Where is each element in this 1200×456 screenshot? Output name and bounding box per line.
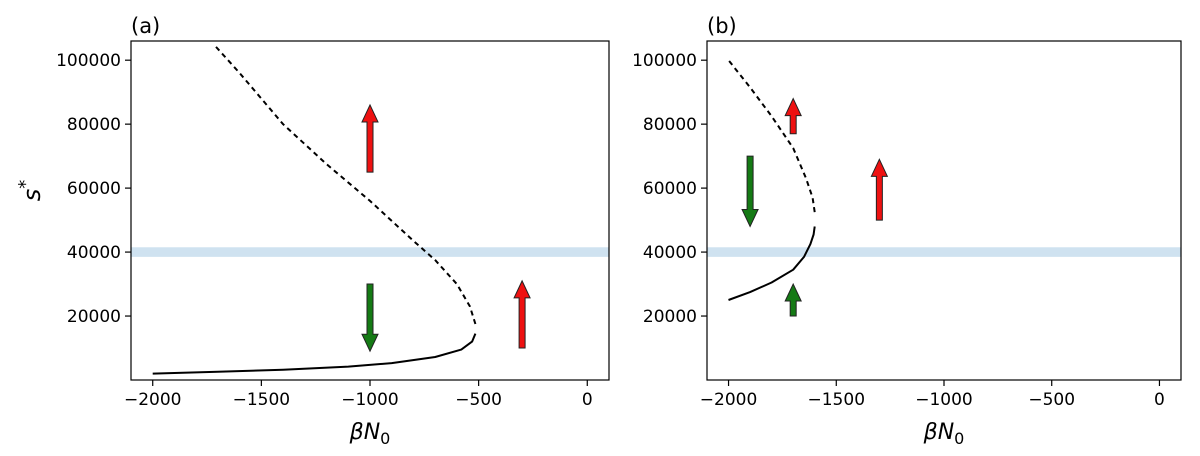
panel-label: (a) (131, 14, 160, 38)
y-tick-label: 60000 (643, 179, 697, 199)
y-tick-label: 60000 (67, 179, 121, 199)
x-tick-label: −1500 (808, 390, 866, 410)
up-arrow (784, 282, 802, 317)
down-arrow (741, 155, 759, 228)
x-tick-label: −1000 (915, 390, 973, 410)
unstable-branch-line (212, 43, 477, 325)
x-tick-label: 0 (582, 390, 593, 410)
x-axis-label-main: βN (349, 420, 381, 445)
x-tick-label: −1000 (341, 390, 399, 410)
panel-b: −2000 −1500 −1000 −500 0 20000 40000 60000 80000… (632, 14, 1182, 448)
x-tick-label: −500 (455, 390, 502, 410)
up-arrow (361, 103, 379, 173)
down-arrow (361, 283, 379, 353)
stable-branch-line (728, 226, 816, 301)
y-tick-label: 80000 (67, 115, 121, 135)
up-arrow (513, 279, 531, 349)
y-tick-label: 100000 (56, 51, 121, 71)
x-tick-label: −2000 (124, 390, 182, 410)
panel-label: (b) (707, 14, 737, 38)
y-tick-label: 20000 (643, 307, 697, 327)
x-axis-label: βN0 (349, 420, 391, 448)
x-axis-label-subscript: 0 (380, 429, 390, 448)
x-axis-label: βN0 (923, 420, 965, 448)
y-tick-label: 20000 (67, 307, 121, 327)
x-tick-label: −1500 (233, 390, 291, 410)
x-tick-label: −500 (1028, 390, 1075, 410)
threshold-band (131, 247, 609, 257)
x-axis-label-subscript: 0 (954, 429, 964, 448)
y-tick-label: 40000 (643, 243, 697, 263)
up-arrow (784, 97, 802, 135)
unstable-branch-line (727, 59, 816, 213)
x-axis-label-main: βN (923, 420, 955, 445)
panel-a: −2000 −1500 −1000 −500 0 20000 40000 60000 80000… (15, 14, 610, 448)
plot-frame (706, 40, 1182, 381)
up-arrow (870, 158, 889, 221)
x-tick-label: −2000 (700, 390, 758, 410)
y-axis-label-superscript: * (15, 180, 36, 189)
y-tick-label: 40000 (67, 243, 121, 263)
y-axis-label: s* (15, 180, 46, 202)
y-tick-label: 100000 (632, 51, 697, 71)
y-axis-label-main: s (18, 189, 46, 202)
x-tick-label: 0 (1154, 390, 1165, 410)
stable-branch-line (152, 333, 477, 375)
y-tick-label: 80000 (643, 115, 697, 135)
threshold-band (707, 247, 1181, 257)
